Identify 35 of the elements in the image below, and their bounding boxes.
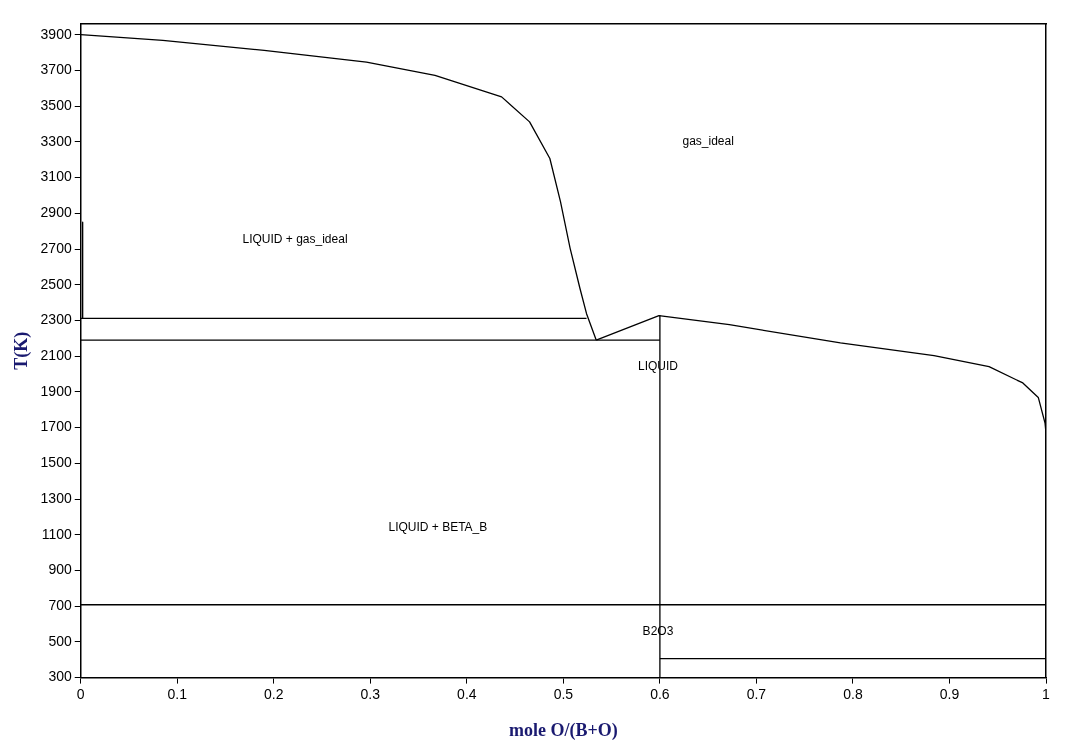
- x-tick-label: 0.8: [843, 685, 863, 702]
- y-tick-label: 3300: [40, 132, 72, 149]
- annotation: gas_ideal: [682, 133, 734, 148]
- x-tick-label: 0.2: [264, 685, 284, 702]
- x-tick-label: 0.9: [939, 685, 960, 702]
- y-axis-title: T(K): [11, 331, 33, 370]
- y-tick-label: 900: [48, 561, 72, 578]
- y-tick-label: 1100: [41, 525, 72, 542]
- y-tick-label: 3700: [40, 61, 72, 78]
- x-tick-label: 0.6: [650, 685, 670, 702]
- y-tick-label: 700: [48, 597, 72, 614]
- y-tick-label: 1500: [40, 454, 72, 471]
- y-tick-label: 2500: [40, 275, 72, 292]
- y-tick-label: 1700: [40, 418, 72, 435]
- annotation: LIQUID + gas_ideal: [242, 232, 348, 246]
- x-tick-label: 0.4: [457, 685, 477, 702]
- x-axis-title: mole O/(B+O): [509, 719, 618, 741]
- x-tick-label: 0.5: [553, 685, 574, 702]
- y-tick-label: 2900: [40, 204, 72, 221]
- x-tick-label: 0.3: [360, 685, 381, 702]
- y-tick-label: 500: [48, 632, 72, 649]
- y-tick-label: 2300: [40, 311, 72, 328]
- x-tick-label: 0.1: [167, 685, 188, 702]
- y-tick-label: 2700: [40, 239, 72, 256]
- x-tick-label: 0: [76, 685, 85, 702]
- y-tick-label: 1300: [40, 489, 72, 506]
- y-tick-label: 1900: [40, 382, 72, 399]
- y-tick-label: 3900: [40, 25, 72, 42]
- y-tick-label: 2100: [40, 347, 72, 364]
- y-tick-label: 300: [48, 668, 72, 685]
- annotation: LIQUID + BETA_B: [388, 519, 488, 534]
- x-tick-label: 0.7: [746, 685, 767, 702]
- y-tick-label: 3100: [40, 168, 72, 185]
- x-tick-label: 1: [1042, 685, 1051, 702]
- y-tick-label: 3500: [40, 97, 72, 114]
